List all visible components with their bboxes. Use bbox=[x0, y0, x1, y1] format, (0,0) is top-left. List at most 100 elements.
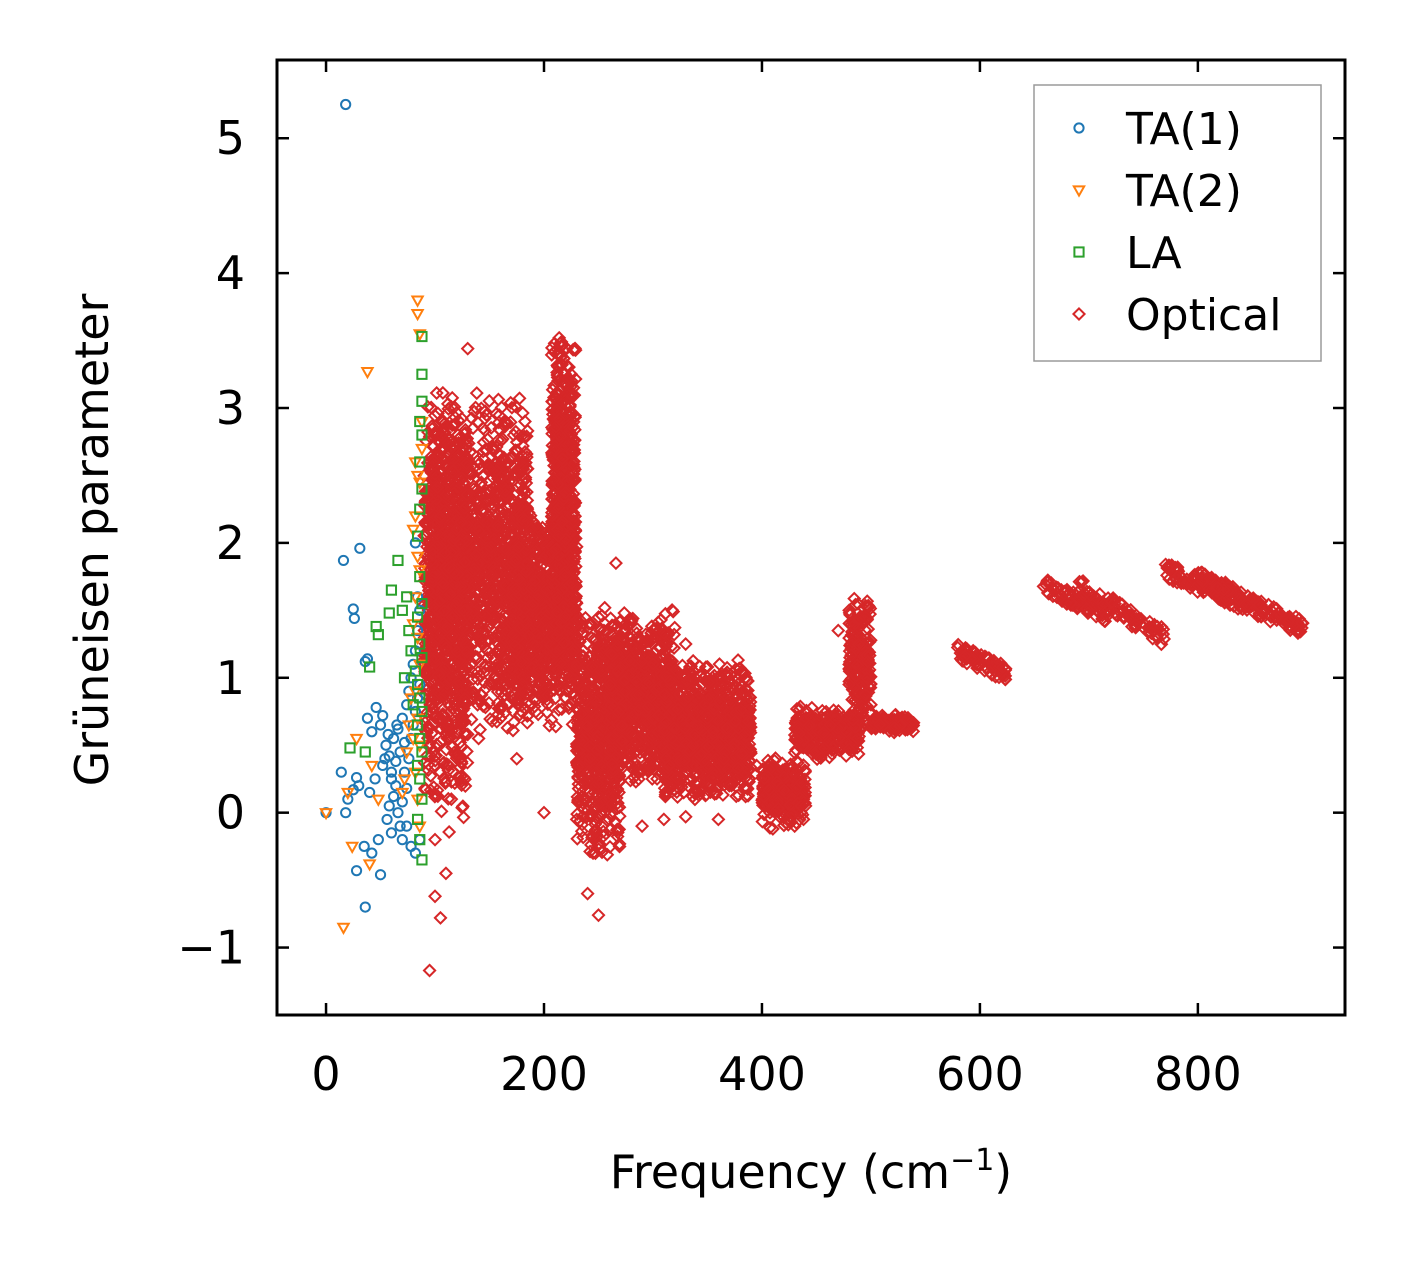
data-point-optical bbox=[511, 540, 526, 555]
data-point-optical bbox=[506, 704, 521, 719]
data-point-optical bbox=[490, 518, 505, 533]
data-point-optical bbox=[565, 575, 580, 590]
data-point-optical bbox=[483, 492, 498, 507]
data-point-optical bbox=[492, 421, 507, 436]
data-point-optical bbox=[525, 598, 540, 613]
data-point-optical bbox=[499, 416, 514, 431]
data-point-optical bbox=[527, 573, 542, 588]
data-point-optical bbox=[489, 479, 504, 494]
data-point-optical bbox=[476, 451, 491, 467]
data-point-optical bbox=[456, 715, 471, 730]
data-point-optical bbox=[512, 692, 527, 707]
data-point-optical bbox=[538, 613, 553, 628]
data-point-optical bbox=[456, 632, 471, 647]
data-point-optical bbox=[457, 603, 472, 618]
data-point-optical bbox=[419, 524, 434, 539]
data-point-optical bbox=[456, 701, 471, 716]
data-point-optical bbox=[507, 446, 522, 461]
data-point-optical bbox=[446, 533, 461, 548]
data-point-optical bbox=[530, 532, 545, 547]
data-point-optical bbox=[448, 410, 463, 425]
data-point-optical bbox=[453, 735, 468, 750]
data-point-optical bbox=[459, 645, 475, 660]
data-point-optical bbox=[566, 457, 581, 472]
data-point-optical bbox=[474, 475, 489, 490]
data-point-optical bbox=[470, 672, 485, 687]
data-point-optical bbox=[508, 399, 523, 414]
data-point-optical bbox=[565, 389, 580, 404]
data-point-optical bbox=[553, 656, 568, 671]
data-point-optical bbox=[440, 620, 455, 635]
data-point-optical bbox=[531, 677, 546, 692]
data-point-optical bbox=[420, 719, 435, 734]
data-point-optical bbox=[454, 774, 469, 789]
data-point-optical bbox=[434, 427, 449, 442]
data-point-optical bbox=[478, 658, 493, 673]
data-point-optical bbox=[470, 697, 485, 712]
data-point-optical bbox=[505, 612, 520, 627]
data-point-optical bbox=[530, 648, 545, 663]
data-point-optical bbox=[432, 594, 447, 609]
data-point-optical bbox=[567, 551, 582, 566]
data-point-optical bbox=[480, 515, 495, 530]
data-point-optical bbox=[419, 662, 434, 677]
data-point-optical bbox=[454, 754, 469, 769]
data-point-optical bbox=[552, 330, 567, 345]
data-point-optical bbox=[445, 668, 460, 683]
data-point-optical bbox=[509, 552, 524, 567]
data-point-optical bbox=[521, 505, 536, 520]
data-point-optical bbox=[497, 452, 512, 467]
data-point-optical bbox=[458, 437, 473, 452]
data-point-optical bbox=[505, 556, 520, 571]
data-point-optical bbox=[443, 587, 458, 602]
data-point-optical bbox=[453, 661, 468, 676]
data-point-optical bbox=[549, 645, 564, 660]
data-point-optical bbox=[445, 464, 460, 479]
data-point-optical bbox=[491, 642, 506, 657]
data-point-optical bbox=[483, 674, 498, 689]
series-optical bbox=[417, 330, 1310, 978]
data-point-optical bbox=[520, 556, 535, 571]
data-point-optical bbox=[557, 568, 572, 583]
data-point-optical bbox=[498, 578, 513, 593]
data-point-optical bbox=[550, 663, 565, 678]
data-point-optical bbox=[470, 415, 485, 430]
data-point-optical bbox=[454, 613, 469, 628]
data-point-optical bbox=[546, 390, 561, 405]
data-point-optical bbox=[511, 572, 526, 587]
data-point-optical bbox=[531, 707, 546, 722]
data-point-optical bbox=[563, 397, 578, 412]
data-point-optical bbox=[520, 715, 535, 730]
data-point-optical bbox=[459, 660, 474, 675]
data-point-optical bbox=[460, 487, 475, 502]
data-point-optical bbox=[437, 636, 452, 651]
data-point-optical bbox=[501, 466, 516, 481]
data-point-optical bbox=[459, 518, 474, 533]
data-point-optical bbox=[526, 577, 541, 592]
data-point-optical bbox=[482, 483, 497, 498]
data-point-optical bbox=[512, 687, 527, 702]
data-point-optical bbox=[489, 714, 504, 729]
data-point-optical bbox=[423, 554, 438, 569]
data-point-optical bbox=[446, 686, 461, 701]
data-point-optical bbox=[421, 518, 436, 533]
data-point-optical bbox=[529, 602, 544, 617]
data-point-optical bbox=[562, 621, 577, 636]
data-point-optical bbox=[482, 393, 497, 408]
data-point-optical bbox=[560, 647, 575, 662]
data-point-optical bbox=[519, 564, 534, 579]
data-point-optical bbox=[471, 519, 486, 534]
data-point-optical bbox=[454, 621, 469, 636]
data-point-optical bbox=[463, 550, 478, 565]
data-point-optical bbox=[458, 554, 473, 569]
data-point-optical bbox=[447, 745, 462, 760]
data-point-optical bbox=[483, 711, 498, 727]
data-point-optical bbox=[423, 492, 438, 507]
data-point-optical bbox=[519, 476, 534, 491]
data-point-optical bbox=[450, 567, 465, 582]
data-point-optical bbox=[492, 408, 507, 423]
data-point-optical bbox=[421, 757, 436, 772]
data-point-optical bbox=[451, 674, 466, 689]
data-point-optical bbox=[441, 791, 456, 806]
data-point-optical bbox=[439, 742, 454, 757]
